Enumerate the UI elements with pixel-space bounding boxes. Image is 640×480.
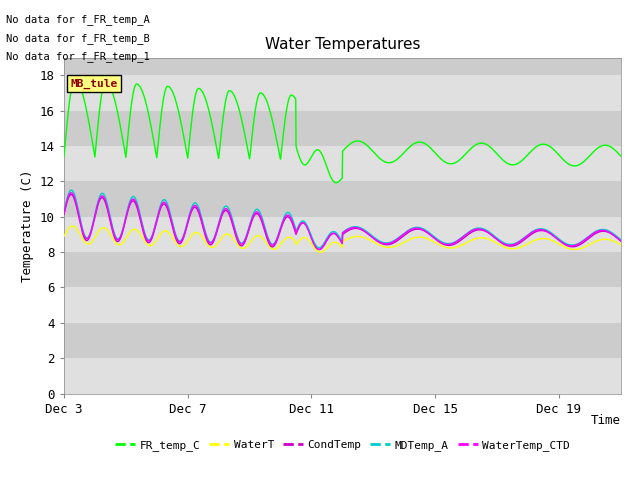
Bar	[64, 358, 621, 394]
Bar	[64, 252, 621, 288]
Text: No data for f_FR_temp_A: No data for f_FR_temp_A	[6, 14, 150, 25]
Bar	[64, 217, 621, 252]
Bar	[64, 181, 621, 217]
Bar	[64, 146, 621, 181]
Bar	[64, 111, 621, 146]
Title: Water Temperatures: Water Temperatures	[265, 37, 420, 52]
Bar	[64, 75, 621, 111]
Text: No data for f_FR_temp_1: No data for f_FR_temp_1	[6, 51, 150, 62]
Bar	[64, 323, 621, 358]
Text: MB_tule: MB_tule	[70, 79, 117, 89]
Legend: FR_temp_C, WaterT, CondTemp, MDTemp_A, WaterTemp_CTD: FR_temp_C, WaterT, CondTemp, MDTemp_A, W…	[111, 435, 574, 455]
Bar	[64, 288, 621, 323]
Bar	[64, 40, 621, 75]
Text: Time: Time	[591, 414, 621, 427]
Text: No data for f_FR_temp_B: No data for f_FR_temp_B	[6, 33, 150, 44]
Y-axis label: Temperature (C): Temperature (C)	[21, 169, 35, 282]
